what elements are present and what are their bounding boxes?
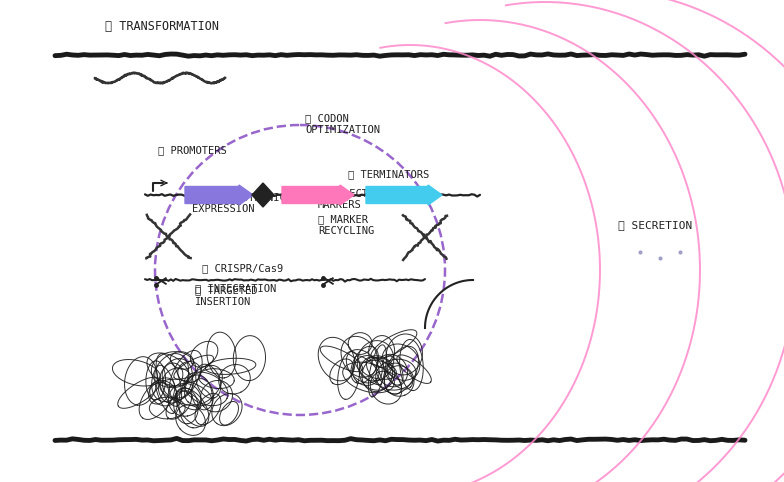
Text: ① TRANSFORMATION: ① TRANSFORMATION xyxy=(105,20,219,33)
Text: ⑦ PROMOTERS: ⑦ PROMOTERS xyxy=(158,145,227,155)
Text: ⑤ TARGETED
INSERTION: ⑤ TARGETED INSERTION xyxy=(195,285,257,307)
FancyArrow shape xyxy=(282,185,354,205)
FancyArrow shape xyxy=(185,185,253,205)
Text: ⑥ CRISPR/Cas9: ⑥ CRISPR/Cas9 xyxy=(202,263,283,273)
Text: ③ MARKER
RECYCLING: ③ MARKER RECYCLING xyxy=(318,214,374,236)
Text: ② SELECTION
MARKERS: ② SELECTION MARKERS xyxy=(318,188,387,210)
Text: ⑨ CODON
OPTIMIZATION: ⑨ CODON OPTIMIZATION xyxy=(305,113,380,135)
Text: ⑧ POLYCISTRONIC
EXPRESSION: ⑧ POLYCISTRONIC EXPRESSION xyxy=(192,192,285,214)
Text: ④ INTEGRATION: ④ INTEGRATION xyxy=(195,283,276,293)
Text: ⑪ SECRETION: ⑪ SECRETION xyxy=(618,220,692,230)
Text: ⑩ TERMINATORS: ⑩ TERMINATORS xyxy=(348,169,430,179)
Polygon shape xyxy=(252,183,274,207)
FancyArrow shape xyxy=(366,185,442,205)
